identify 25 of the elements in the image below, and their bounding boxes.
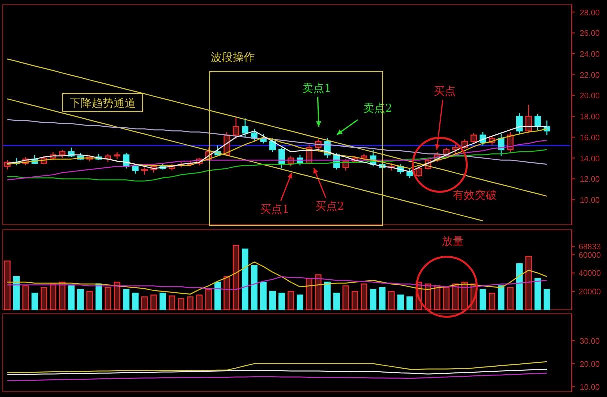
y-tick-label: 68833	[578, 242, 602, 252]
annotation: 买点	[434, 85, 456, 98]
annotation: 放量	[442, 235, 464, 248]
y-tick-label: 10.00	[580, 382, 601, 392]
y-tick-label: 28.00	[580, 8, 601, 18]
y-tick-label: 20000	[578, 288, 602, 297]
y-tick-label: 10.00	[580, 196, 601, 205]
annotation: 买点1	[260, 203, 290, 216]
annotation: 下降趋势通道	[70, 97, 136, 110]
y-tick-label: 26.00	[580, 29, 601, 38]
y-tick-label: 30.00	[580, 336, 601, 346]
y-tick-label: 20.00	[580, 92, 601, 101]
y-tick-label: 16.00	[580, 133, 601, 142]
y-tick-label: 20.00	[580, 360, 601, 369]
y-tick-label: 22.00	[580, 70, 601, 80]
y-tick-label: 40000	[578, 269, 602, 278]
annotation: 有效突破	[453, 189, 497, 202]
y-tick-label: 12.00	[580, 175, 601, 184]
y-tick-label: 14.00	[580, 154, 601, 164]
annotation: 波段操作	[211, 51, 255, 64]
y-tick-label: 60000	[578, 250, 602, 260]
y-tick-label: 24.00	[580, 50, 601, 60]
annotation: 买点2	[316, 200, 344, 213]
y-tick-label: 18.00	[580, 112, 601, 122]
annotation: 卖点1	[302, 82, 332, 95]
